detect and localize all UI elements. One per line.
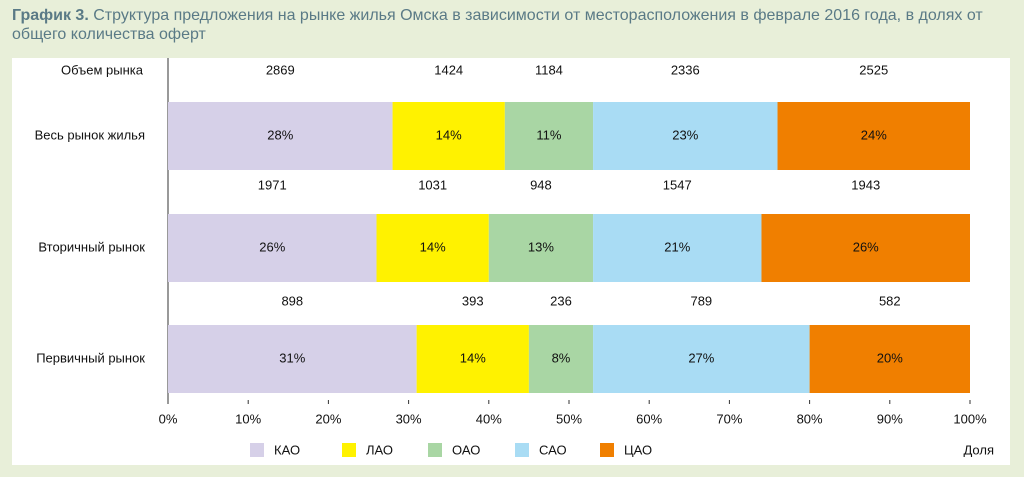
category-label: Первичный рынок	[36, 350, 145, 365]
x-tick-label: 20%	[315, 411, 341, 426]
volume-value: 2336	[671, 62, 700, 77]
bar-segment	[593, 102, 778, 170]
value-label: 14%	[436, 127, 462, 142]
legend-label: КАО	[274, 442, 300, 457]
volume-value: 1424	[434, 62, 463, 77]
value-label: 24%	[861, 127, 887, 142]
legend-swatch	[250, 443, 264, 457]
value-label: 28%	[267, 127, 293, 142]
bar-segment	[528, 325, 594, 393]
bar-segment	[593, 325, 810, 393]
chart-title: График 3. Структура предложения на рынке…	[12, 6, 1012, 44]
category-label: Вторичный рынок	[38, 239, 145, 254]
x-tick-label: 40%	[476, 411, 502, 426]
legend-label: ЦАО	[624, 442, 652, 457]
volume-value: 1031	[418, 177, 447, 192]
bar-segment	[488, 214, 594, 282]
x-axis-label: Доля	[963, 442, 994, 457]
value-label: 14%	[460, 350, 486, 365]
x-tick-label: 70%	[716, 411, 742, 426]
volume-value: 789	[690, 293, 712, 308]
volume-value: 2525	[859, 62, 888, 77]
volume-value: 1971	[258, 177, 287, 192]
value-label: 26%	[853, 239, 879, 254]
volume-value: 236	[550, 293, 572, 308]
value-label: 20%	[877, 350, 903, 365]
volume-value: 393	[462, 293, 484, 308]
volume-value: 2869	[266, 62, 295, 77]
value-label: 14%	[420, 239, 446, 254]
x-tick-label: 80%	[797, 411, 823, 426]
value-label: 21%	[664, 239, 690, 254]
legend-swatch	[515, 443, 529, 457]
title-number: График 3.	[12, 7, 89, 24]
legend-swatch	[342, 443, 356, 457]
legend-label: САО	[539, 442, 567, 457]
legend-label: ЛАО	[366, 442, 393, 457]
bar-segment	[416, 325, 529, 393]
x-tick-label: 50%	[556, 411, 582, 426]
x-tick-label: 0%	[159, 411, 178, 426]
legend-label: ОАО	[452, 442, 480, 457]
bar-segment	[168, 102, 393, 170]
x-tick-label: 90%	[877, 411, 903, 426]
bar-segment	[168, 214, 377, 282]
value-label: 11%	[536, 127, 561, 142]
bar-segment	[777, 102, 970, 170]
title-text: Структура предложения на рынке жилья Омс…	[12, 7, 983, 43]
bar-segment	[761, 214, 970, 282]
x-tick-label: 10%	[235, 411, 261, 426]
legend-swatch	[428, 443, 442, 457]
x-tick-label: 30%	[396, 411, 422, 426]
x-tick-label: 60%	[636, 411, 662, 426]
value-label: 31%	[279, 350, 305, 365]
volume-value: 948	[530, 177, 552, 192]
volume-value: 1547	[663, 177, 692, 192]
volume-label: Объем рынка	[61, 62, 144, 77]
volume-value: 582	[879, 293, 901, 308]
legend-swatch	[600, 443, 614, 457]
category-label: Весь рынок жилья	[35, 127, 145, 142]
value-label: 8%	[552, 350, 571, 365]
bar-segment	[504, 102, 594, 170]
volume-value: 1943	[851, 177, 880, 192]
bar-segment	[593, 214, 762, 282]
value-label: 27%	[688, 350, 714, 365]
volume-value: 898	[281, 293, 303, 308]
value-label: 26%	[259, 239, 285, 254]
volume-value: 1184	[535, 62, 563, 77]
bar-segment	[809, 325, 970, 393]
value-label: 23%	[672, 127, 698, 142]
value-label: 13%	[528, 239, 554, 254]
bar-segment	[376, 214, 489, 282]
x-tick-label: 100%	[953, 411, 987, 426]
bar-segment	[392, 102, 505, 170]
bar-segment	[168, 325, 417, 393]
